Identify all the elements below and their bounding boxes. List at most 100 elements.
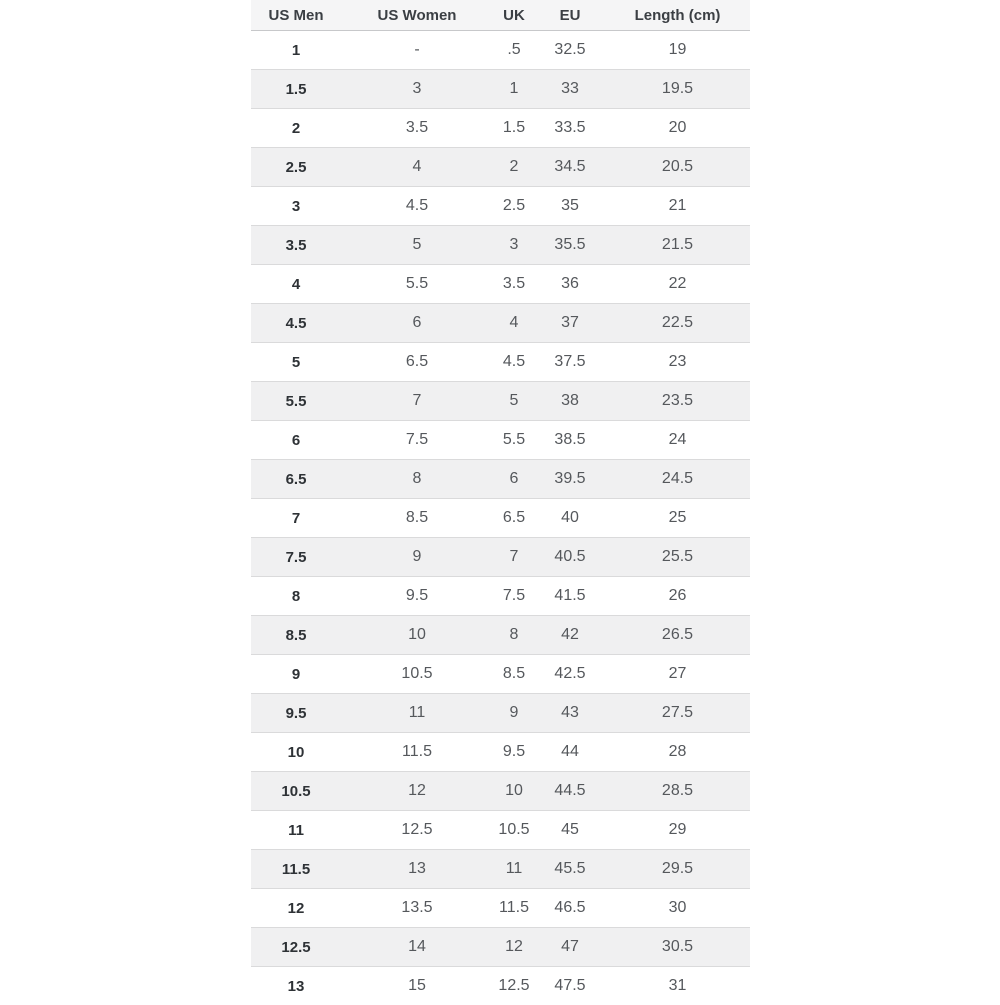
- cell-us-women: -: [341, 31, 493, 70]
- cell-length-cm: 28: [605, 733, 750, 772]
- cell-uk: 10: [493, 772, 535, 811]
- cell-eu: 37.5: [535, 343, 605, 382]
- cell-eu: 32.5: [535, 31, 605, 70]
- cell-uk: 5.5: [493, 421, 535, 460]
- cell-uk: 9: [493, 694, 535, 733]
- cell-uk: 10.5: [493, 811, 535, 850]
- cell-us-women: 12: [341, 772, 493, 811]
- cell-length-cm: 20.5: [605, 148, 750, 187]
- cell-length-cm: 21: [605, 187, 750, 226]
- cell-length-cm: 26.5: [605, 616, 750, 655]
- cell-us-men: 9: [251, 655, 341, 694]
- cell-us-men: 2: [251, 109, 341, 148]
- cell-us-women: 10: [341, 616, 493, 655]
- cell-us-women: 3.5: [341, 109, 493, 148]
- cell-eu: 33: [535, 70, 605, 109]
- cell-us-women: 8.5: [341, 499, 493, 538]
- cell-eu: 44: [535, 733, 605, 772]
- cell-length-cm: 29: [605, 811, 750, 850]
- cell-eu: 45: [535, 811, 605, 850]
- cell-length-cm: 21.5: [605, 226, 750, 265]
- cell-length-cm: 19.5: [605, 70, 750, 109]
- cell-us-women: 12.5: [341, 811, 493, 850]
- cell-us-men: 10: [251, 733, 341, 772]
- cell-us-men: 8.5: [251, 616, 341, 655]
- cell-length-cm: 27.5: [605, 694, 750, 733]
- cell-uk: 1.5: [493, 109, 535, 148]
- cell-us-men: 2.5: [251, 148, 341, 187]
- cell-eu: 43: [535, 694, 605, 733]
- cell-us-men: 6: [251, 421, 341, 460]
- cell-uk: 12.5: [493, 967, 535, 1005]
- cell-us-women: 13: [341, 850, 493, 889]
- cell-length-cm: 27: [605, 655, 750, 694]
- cell-us-women: 11: [341, 694, 493, 733]
- cell-eu: 42.5: [535, 655, 605, 694]
- cell-eu: 35: [535, 187, 605, 226]
- cell-us-men: 5: [251, 343, 341, 382]
- table-header: US Men US Women UK EU Length (cm): [251, 0, 750, 31]
- cell-length-cm: 26: [605, 577, 750, 616]
- cell-us-men: 3: [251, 187, 341, 226]
- cell-eu: 34.5: [535, 148, 605, 187]
- cell-us-men: 7: [251, 499, 341, 538]
- cell-length-cm: 28.5: [605, 772, 750, 811]
- cell-us-women: 3: [341, 70, 493, 109]
- cell-eu: 45.5: [535, 850, 605, 889]
- cell-length-cm: 31: [605, 967, 750, 1005]
- cell-eu: 42: [535, 616, 605, 655]
- cell-length-cm: 25.5: [605, 538, 750, 577]
- cell-us-women: 6: [341, 304, 493, 343]
- cell-length-cm: 23.5: [605, 382, 750, 421]
- cell-us-men: 1: [251, 31, 341, 70]
- cell-eu: 38: [535, 382, 605, 421]
- cell-uk: 6.5: [493, 499, 535, 538]
- cell-eu: 35.5: [535, 226, 605, 265]
- header-row: US Men US Women UK EU Length (cm): [251, 0, 750, 31]
- cell-us-women: 10.5: [341, 655, 493, 694]
- cell-us-women: 15: [341, 967, 493, 1005]
- cell-us-women: 9.5: [341, 577, 493, 616]
- cell-uk: 2: [493, 148, 535, 187]
- cell-length-cm: 29.5: [605, 850, 750, 889]
- cell-eu: 36: [535, 265, 605, 304]
- cell-uk: 12: [493, 928, 535, 967]
- cell-eu: 46.5: [535, 889, 605, 928]
- cell-length-cm: 25: [605, 499, 750, 538]
- cell-us-women: 7: [341, 382, 493, 421]
- cell-us-women: 7.5: [341, 421, 493, 460]
- cell-uk: 4.5: [493, 343, 535, 382]
- cell-uk: 3.5: [493, 265, 535, 304]
- cell-us-men: 12.5: [251, 928, 341, 967]
- cell-uk: 2.5: [493, 187, 535, 226]
- column-header-us-women: US Women: [341, 0, 493, 31]
- cell-us-men: 1.5: [251, 70, 341, 109]
- cell-eu: 47.5: [535, 967, 605, 1005]
- column-header-eu: EU: [535, 0, 605, 31]
- cell-uk: 9.5: [493, 733, 535, 772]
- cell-eu: 33.5: [535, 109, 605, 148]
- cell-us-men: 3.5: [251, 226, 341, 265]
- cell-us-women: 4.5: [341, 187, 493, 226]
- cell-uk: 7: [493, 538, 535, 577]
- cell-eu: 40.5: [535, 538, 605, 577]
- cell-uk: 7.5: [493, 577, 535, 616]
- cell-us-men: 11: [251, 811, 341, 850]
- cell-length-cm: 19: [605, 31, 750, 70]
